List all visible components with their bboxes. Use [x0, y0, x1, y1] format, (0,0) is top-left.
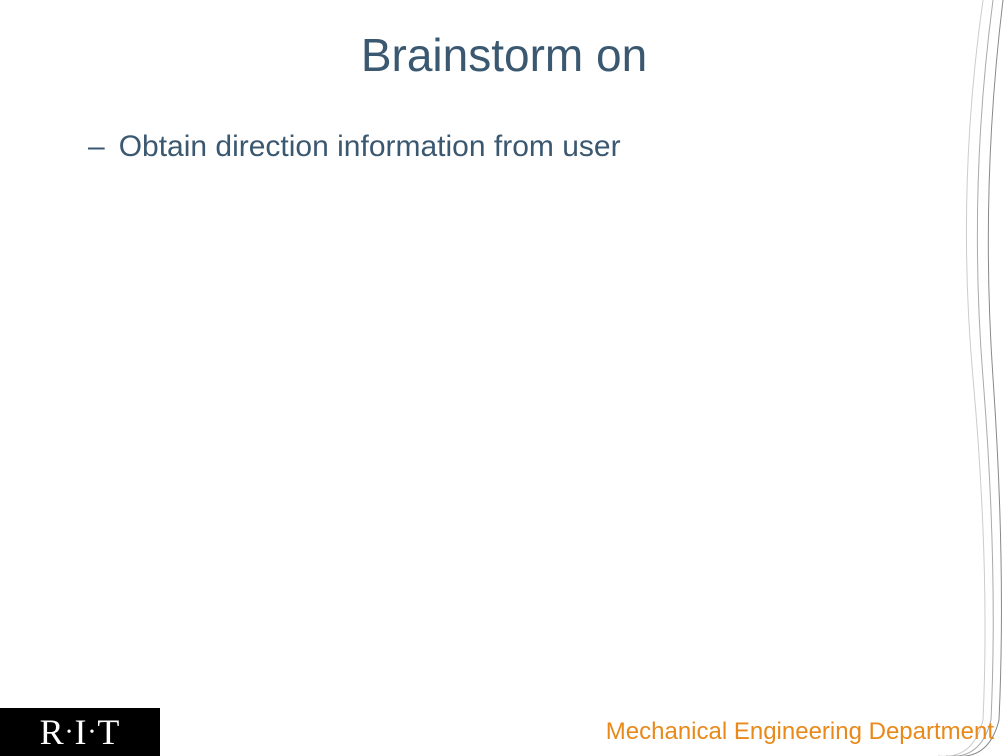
slide-container: Brainstorm on – Obtain direction informa… [0, 0, 1008, 756]
bullet-text: Obtain direction information from user [119, 130, 621, 164]
footer-bar: R•I•T Mechanical Engineering Department [0, 708, 1008, 756]
bullet-dash: – [88, 130, 105, 164]
logo-section: R•I•T [0, 708, 160, 756]
decorative-curves [938, 0, 1008, 756]
slide-title: Brainstorm on [0, 28, 1008, 82]
bullet-item: – Obtain direction information from user [88, 130, 621, 164]
department-label: Mechanical Engineering Department [606, 718, 994, 746]
rit-logo: R•I•T [40, 711, 121, 753]
